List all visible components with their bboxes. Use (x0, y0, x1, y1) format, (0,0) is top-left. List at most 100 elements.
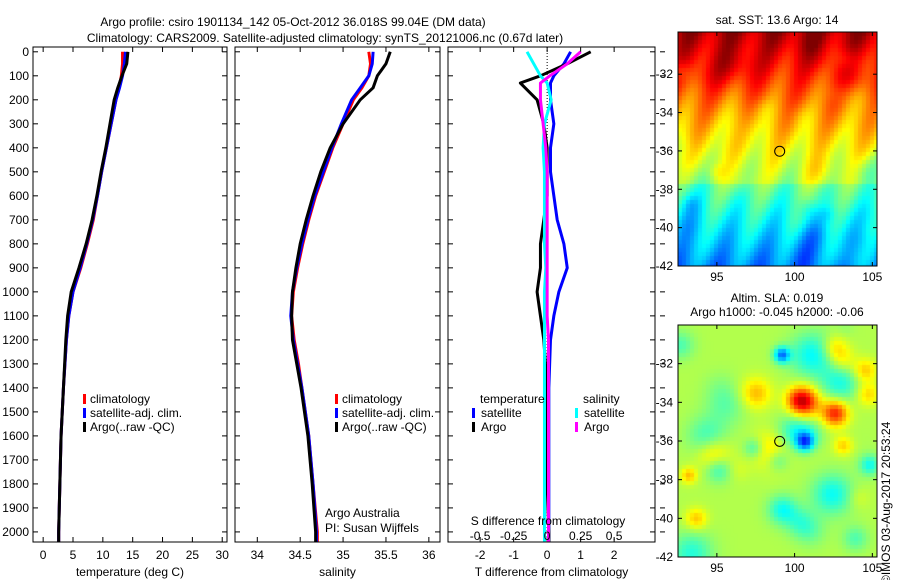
y-tick-label: -34 (656, 106, 674, 120)
timestamp: ©IMOS 03-Aug-2017 20:53:24 (879, 421, 893, 580)
y-tick-label: 400 (9, 141, 29, 155)
x-tick-label: 30 (216, 548, 230, 562)
legend-swatch (335, 394, 338, 404)
y-tick-label: -34 (656, 395, 674, 409)
legend-label: Argo (584, 420, 610, 434)
y-tick-label: -38 (656, 182, 674, 196)
y-tick-label: 500 (9, 165, 29, 179)
y-tick-label: 2000 (2, 525, 29, 539)
y-tick-label: 100 (9, 69, 29, 83)
legend-swatch (575, 408, 578, 418)
x-tick-label: -2 (475, 548, 486, 562)
legend-label: Argo (481, 420, 507, 434)
y-tick-label: 900 (9, 261, 29, 275)
y-tick-label: 1600 (2, 429, 29, 443)
y-tick-label: -42 (656, 259, 674, 273)
plot-frame (234, 46, 441, 543)
legend-header: temperature (480, 392, 545, 406)
legend-header: salinity (583, 392, 620, 406)
series-line-argo-raw-qc- (57, 51, 130, 542)
series-line-satellite-adj-clim- (57, 51, 128, 542)
x-tick-label: 35.5 (374, 548, 398, 562)
plot-frame (447, 46, 656, 543)
x-tick-label: 34 (251, 548, 265, 562)
title-line2: Climatology: CARS2009. Satellite-adjuste… (87, 31, 563, 45)
series-line-temperature-satellite (547, 51, 572, 542)
map-frame (677, 31, 878, 267)
s-tick-label: 0.25 (569, 529, 593, 543)
x-tick-label: 0 (40, 548, 47, 562)
x-tick-label: 36 (422, 548, 436, 562)
title-line1: Argo profile: csiro 1901134_142 05-Oct-2… (100, 15, 485, 29)
legend-label: satellite (481, 406, 522, 420)
y-tick-label: -38 (656, 473, 674, 487)
x-axis-label: temperature (deg C) (76, 565, 184, 579)
legend-label: satellite (584, 406, 625, 420)
series-line-argo-raw-qc- (290, 51, 392, 542)
legend-swatch (575, 422, 578, 432)
y-tick-label: 1000 (2, 285, 29, 299)
y-tick-label: 0 (22, 45, 29, 59)
argo-location-marker (774, 435, 786, 447)
x-axis-label: T difference from climatology (475, 565, 629, 579)
x-axis-label: salinity (319, 565, 356, 579)
y-tick-label: 1100 (3, 309, 29, 323)
x-tick-label: 25 (186, 548, 200, 562)
y-tick-label: -40 (656, 221, 674, 235)
series-line-salinity-satellite (525, 51, 553, 542)
map-subtitle: Argo h1000: -0.045 h2000: -0.06 (690, 305, 864, 319)
x-tick-label: 15 (126, 548, 140, 562)
x-tick-label: 5 (70, 548, 77, 562)
legend-swatch (472, 408, 475, 418)
annotation: Argo Australia (325, 506, 400, 520)
x-tick-label: 95 (710, 561, 724, 575)
legend-label: Argo(..raw -QC) (90, 420, 175, 434)
series-line-satellite-adj-clim- (289, 51, 375, 542)
sla-map-image (678, 325, 877, 557)
legend-label: satellite-adj. clim. (342, 406, 434, 420)
y-tick-label: 800 (9, 237, 29, 251)
y-tick-label: 1700 (2, 453, 29, 467)
legend-swatch (83, 422, 86, 432)
map-title: Altim. SLA: 0.019 (731, 291, 824, 305)
y-tick-label: 1200 (2, 333, 29, 347)
x-tick-label: 35 (336, 548, 350, 562)
legend-label: Argo(..raw -QC) (342, 420, 427, 434)
y-tick-label: 1300 (2, 357, 29, 371)
x-tick-label: 34.5 (289, 548, 313, 562)
series-line-climatology (57, 51, 125, 542)
legend-label: climatology (90, 392, 150, 406)
plot-frame (32, 46, 228, 543)
map-title: sat. SST: 13.6 Argo: 14 (716, 13, 839, 27)
y-tick-label: 1400 (2, 381, 29, 395)
argo-location-marker (774, 145, 786, 157)
x-tick-label: 1 (577, 548, 584, 562)
series-line-climatology (290, 51, 373, 542)
series-line-temperature-argo (518, 50, 592, 542)
series-line-salinity-argo (538, 50, 582, 542)
y-tick-label: 1800 (2, 477, 29, 491)
legend-swatch (83, 408, 86, 418)
s-tick-label: 0 (544, 529, 551, 543)
x-tick-label: 95 (710, 270, 724, 284)
annotation: PI: Susan Wijffels (325, 521, 419, 535)
x-tick-label: 105 (862, 270, 882, 284)
y-tick-label: -36 (656, 434, 674, 448)
s-tick-label: 0.5 (606, 529, 623, 543)
x-tick-label: 100 (785, 561, 805, 575)
legend-swatch (83, 394, 86, 404)
y-tick-label: -32 (656, 357, 674, 371)
y-tick-label: 700 (9, 213, 29, 227)
y-tick-label: 1500 (2, 405, 29, 419)
legend-swatch (335, 422, 338, 432)
legend-label: satellite-adj. clim. (90, 406, 182, 420)
y-tick-label: 300 (9, 117, 29, 131)
legend-swatch (472, 422, 475, 432)
map-frame (677, 324, 878, 558)
y-tick-label: -36 (656, 144, 674, 158)
y-tick-label: -42 (656, 550, 674, 564)
y-tick-label: 1900 (2, 501, 29, 515)
x-tick-label: 105 (862, 561, 882, 575)
s-tick-label: -0.5 (470, 529, 491, 543)
